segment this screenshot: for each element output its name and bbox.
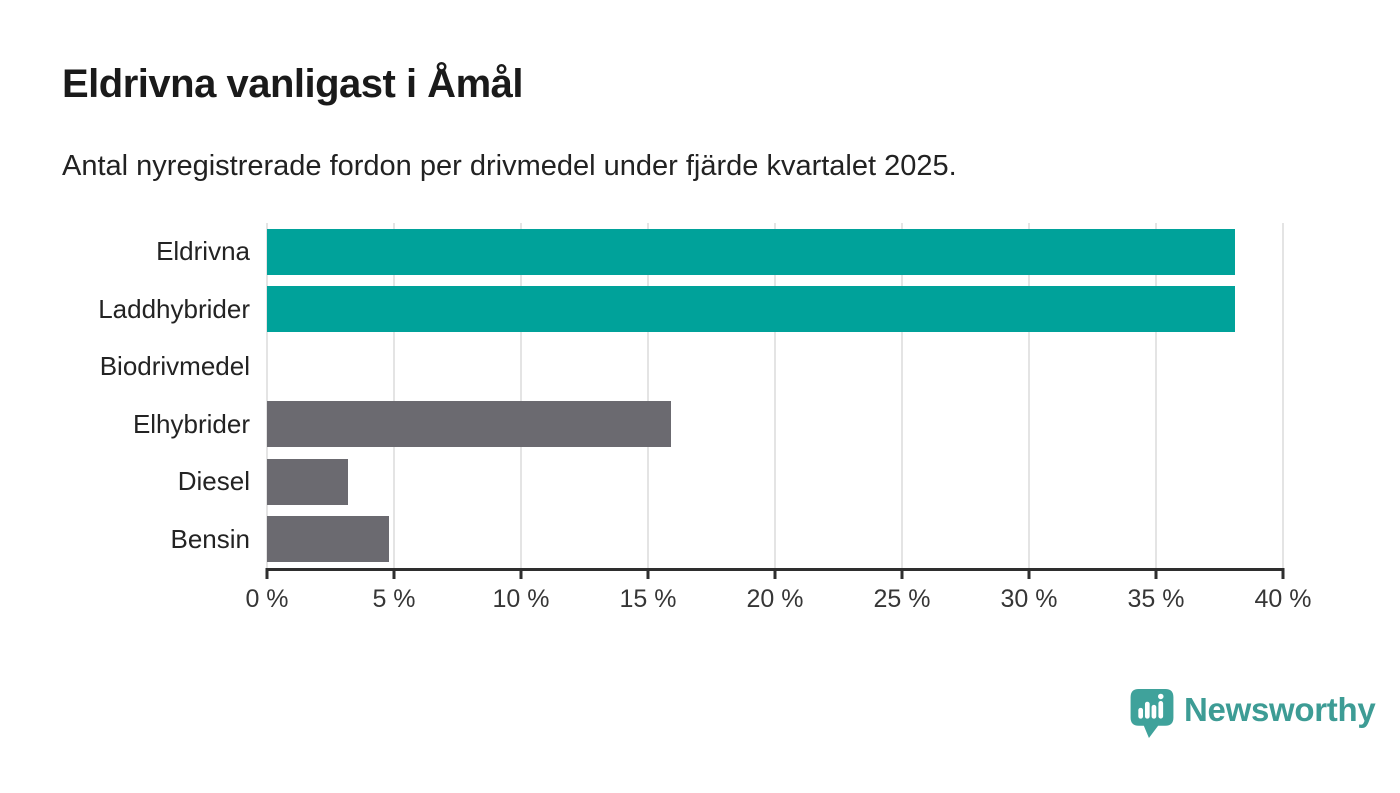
brand-logo: Newsworthy bbox=[1129, 688, 1376, 739]
axis-tick bbox=[773, 568, 777, 579]
axis-tick bbox=[646, 568, 650, 579]
chart-subtitle: Antal nyregistrerade fordon per drivmede… bbox=[62, 150, 957, 182]
brand-wordmark: Newsworthy bbox=[1184, 691, 1376, 728]
axis-tick-label: 20 % bbox=[746, 585, 804, 613]
bar-bensin bbox=[267, 516, 389, 563]
axis-tick bbox=[392, 568, 396, 579]
category-label: Eldrivna bbox=[156, 236, 250, 267]
bar-row bbox=[267, 281, 1283, 339]
axis-tick-label: 40 % bbox=[1254, 585, 1312, 613]
axis-tick-label: 0 % bbox=[245, 585, 289, 613]
axis-tick bbox=[519, 568, 523, 579]
bar-row bbox=[267, 511, 1283, 569]
plot-area: 0 % 5 % 10 % 15 % 20 % 25 % 30 % 35 % 40 % bbox=[245, 223, 1311, 613]
gridline bbox=[647, 223, 649, 568]
bar-row bbox=[267, 223, 1283, 281]
bar-elhybrider bbox=[267, 401, 671, 448]
category-label: Elhybrider bbox=[132, 408, 250, 439]
bar-laddhybrider bbox=[267, 286, 1235, 333]
bar-eldrivna bbox=[267, 228, 1235, 275]
gridline bbox=[520, 223, 522, 568]
category-label: Diesel bbox=[177, 466, 250, 497]
axis-tick-label: 30 % bbox=[1000, 585, 1058, 613]
axis-tick bbox=[900, 568, 904, 579]
bars-layer bbox=[267, 223, 1283, 568]
category-label: Biodrivmedel bbox=[99, 351, 250, 382]
x-axis: 0 % 5 % 10 % 15 % 20 % 25 % 30 % 35 % 40 % bbox=[245, 223, 1311, 613]
axis-tick bbox=[1154, 568, 1158, 579]
axis-tick-label: 10 % bbox=[492, 585, 550, 613]
gridline bbox=[1282, 223, 1284, 568]
axis-tick-label: 25 % bbox=[873, 585, 931, 613]
axis-tick bbox=[265, 568, 269, 579]
chart-title: Eldrivna vanligast i Åmål bbox=[62, 62, 524, 106]
axis-tick-label: 15 % bbox=[619, 585, 677, 613]
newsworthy-logo-icon bbox=[1130, 689, 1174, 738]
category-label: Laddhybrider bbox=[98, 293, 250, 324]
gridline bbox=[393, 223, 395, 568]
bar-diesel bbox=[267, 458, 349, 505]
bar-row bbox=[267, 453, 1283, 511]
axis-tick bbox=[1281, 568, 1285, 579]
category-label: Bensin bbox=[170, 523, 251, 554]
gridlines-layer bbox=[266, 223, 1284, 568]
gridline bbox=[1155, 223, 1157, 568]
axis-tick bbox=[1027, 568, 1031, 579]
gridline bbox=[266, 223, 268, 568]
axis-tick-label: 35 % bbox=[1127, 585, 1185, 613]
axis-tick-label: 5 % bbox=[372, 585, 416, 613]
gridline bbox=[1028, 223, 1030, 568]
bar-row bbox=[267, 396, 1283, 454]
gridline bbox=[774, 223, 776, 568]
gridline bbox=[901, 223, 903, 568]
category-labels: Eldrivna Laddhybrider Biodrivmedel Elhybrid… bbox=[0, 223, 250, 568]
